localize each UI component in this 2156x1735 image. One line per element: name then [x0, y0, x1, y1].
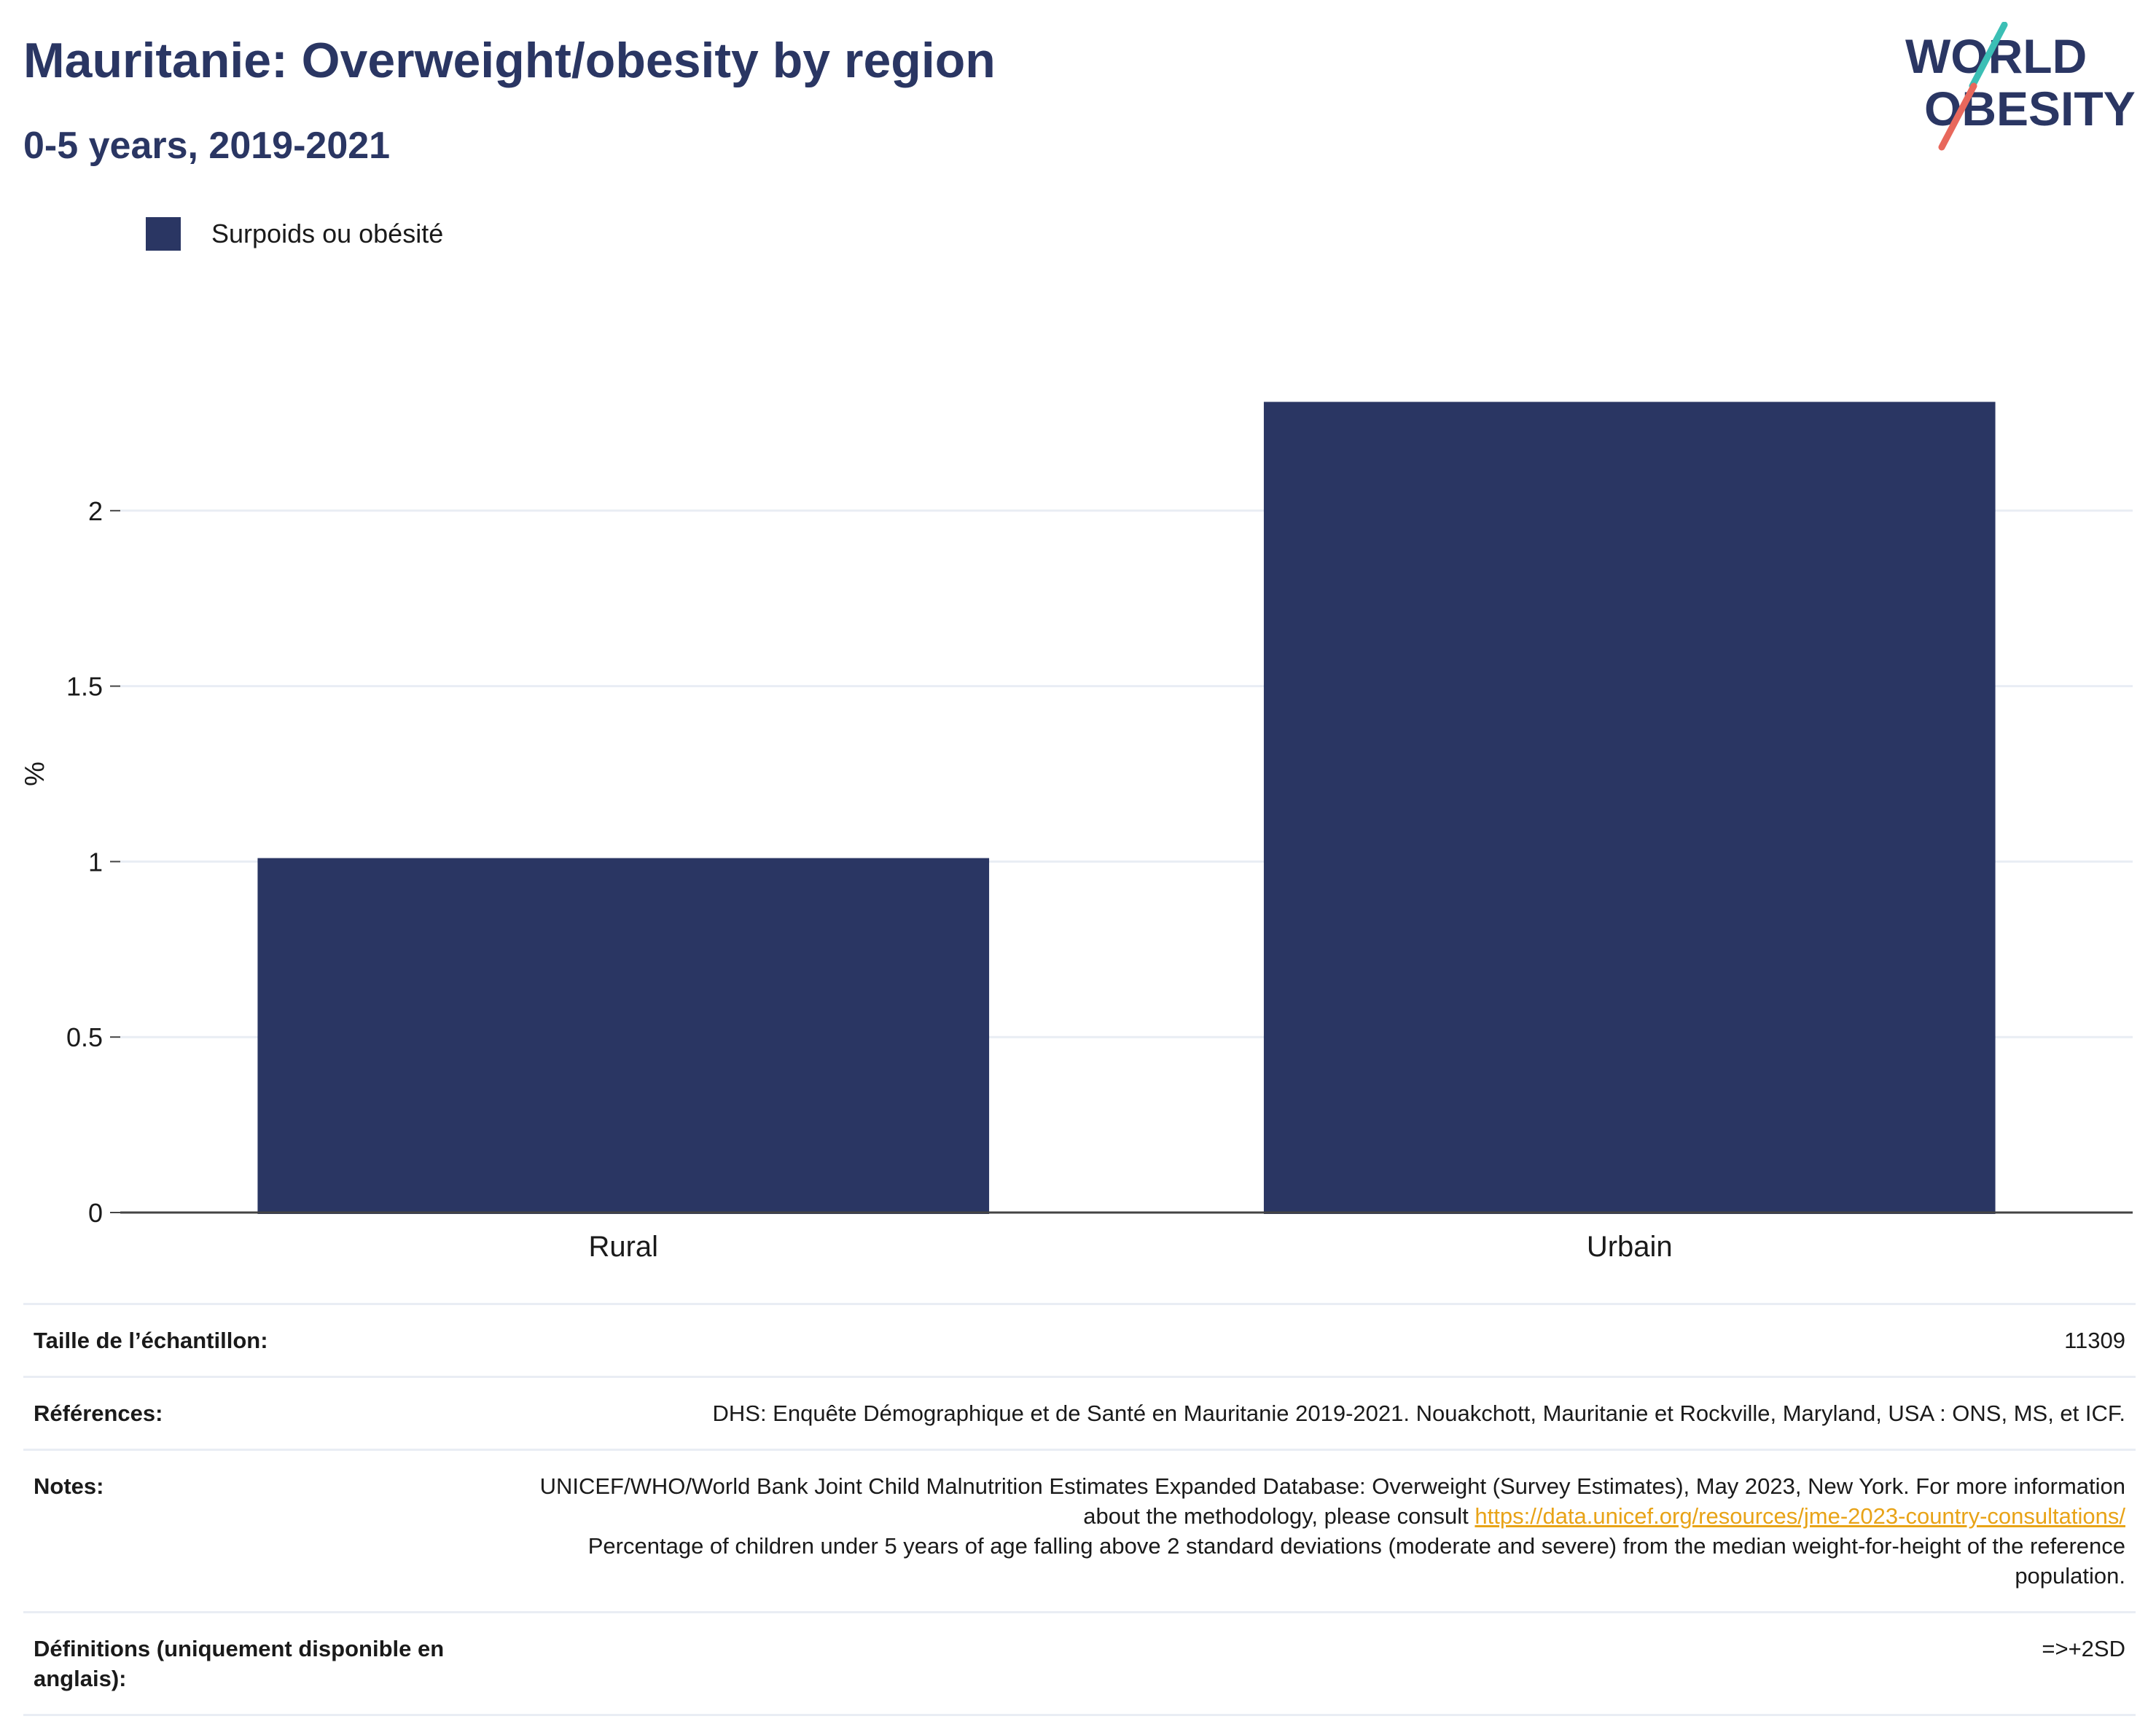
bar-chart: 0 0.5 1 1.5 2 Rural Urbain %: [20, 402, 2133, 1263]
sample-size-label: Taille de l’échantillon:: [23, 1303, 525, 1377]
references-value: DHS: Enquête Démographique et de Santé e…: [525, 1376, 2136, 1450]
logo-word-obesity: OBESITY: [1924, 82, 2136, 136]
chart-subtitle: 0-5 years, 2019-2021: [23, 125, 391, 167]
metadata-table: Taille de l’échantillon: 11309 Référence…: [23, 1303, 2136, 1716]
legend-swatch: [146, 217, 181, 251]
y-tick-label: 2: [88, 496, 103, 526]
definitions-label: Définitions (uniquement disponible en an…: [23, 1611, 525, 1716]
x-tick-label: Urbain: [1587, 1231, 1673, 1263]
x-tick-label: Rural: [588, 1231, 658, 1263]
logo-slash-coral: [1938, 82, 1977, 151]
sample-size-value: 11309: [525, 1303, 2136, 1377]
bars: [257, 402, 1996, 1214]
y-tick-label: 1.5: [66, 672, 103, 702]
y-axis-label: %: [20, 761, 50, 786]
bar-rural[interactable]: [257, 858, 990, 1214]
notes-label: Notes:: [23, 1449, 525, 1613]
references-label: Références:: [23, 1376, 525, 1450]
world-obesity-logo: WORLD OBESITY: [1905, 22, 2136, 151]
table-row-notes: Notes: UNICEF/WHO/World Bank Joint Child…: [23, 1449, 2136, 1613]
y-tick-label: 0: [88, 1198, 103, 1228]
definitions-value: =>+2SD: [525, 1611, 2136, 1716]
y-tick-label: 1: [88, 847, 103, 877]
notes-definition-text: Percentage of children under 5 years of …: [587, 1533, 2125, 1589]
y-axis-ticks: 0 0.5 1 1.5 2: [66, 496, 120, 1228]
chart-title: Mauritanie: Overweight/obesity by region: [23, 33, 996, 88]
table-row-references: Références: DHS: Enquête Démographique e…: [23, 1376, 2136, 1450]
bar-urbain[interactable]: [1263, 402, 1996, 1214]
notes-link[interactable]: https://data.unicef.org/resources/jme-20…: [1475, 1503, 2125, 1529]
logo-slash-teal: [1969, 22, 2008, 90]
y-tick-label: 0.5: [66, 1022, 103, 1052]
x-axis-ticks: Rural Urbain: [588, 1231, 1672, 1263]
table-row-sample: Taille de l’échantillon: 11309: [23, 1303, 2136, 1377]
legend[interactable]: Surpoids ou obésité: [146, 217, 443, 251]
legend-label: Surpoids ou obésité: [211, 219, 444, 248]
table-row-definitions: Définitions (uniquement disponible en an…: [23, 1611, 2136, 1716]
notes-text: UNICEF/WHO/World Bank Joint Child Malnut…: [539, 1473, 2125, 1529]
notes-value: UNICEF/WHO/World Bank Joint Child Malnut…: [525, 1449, 2136, 1613]
